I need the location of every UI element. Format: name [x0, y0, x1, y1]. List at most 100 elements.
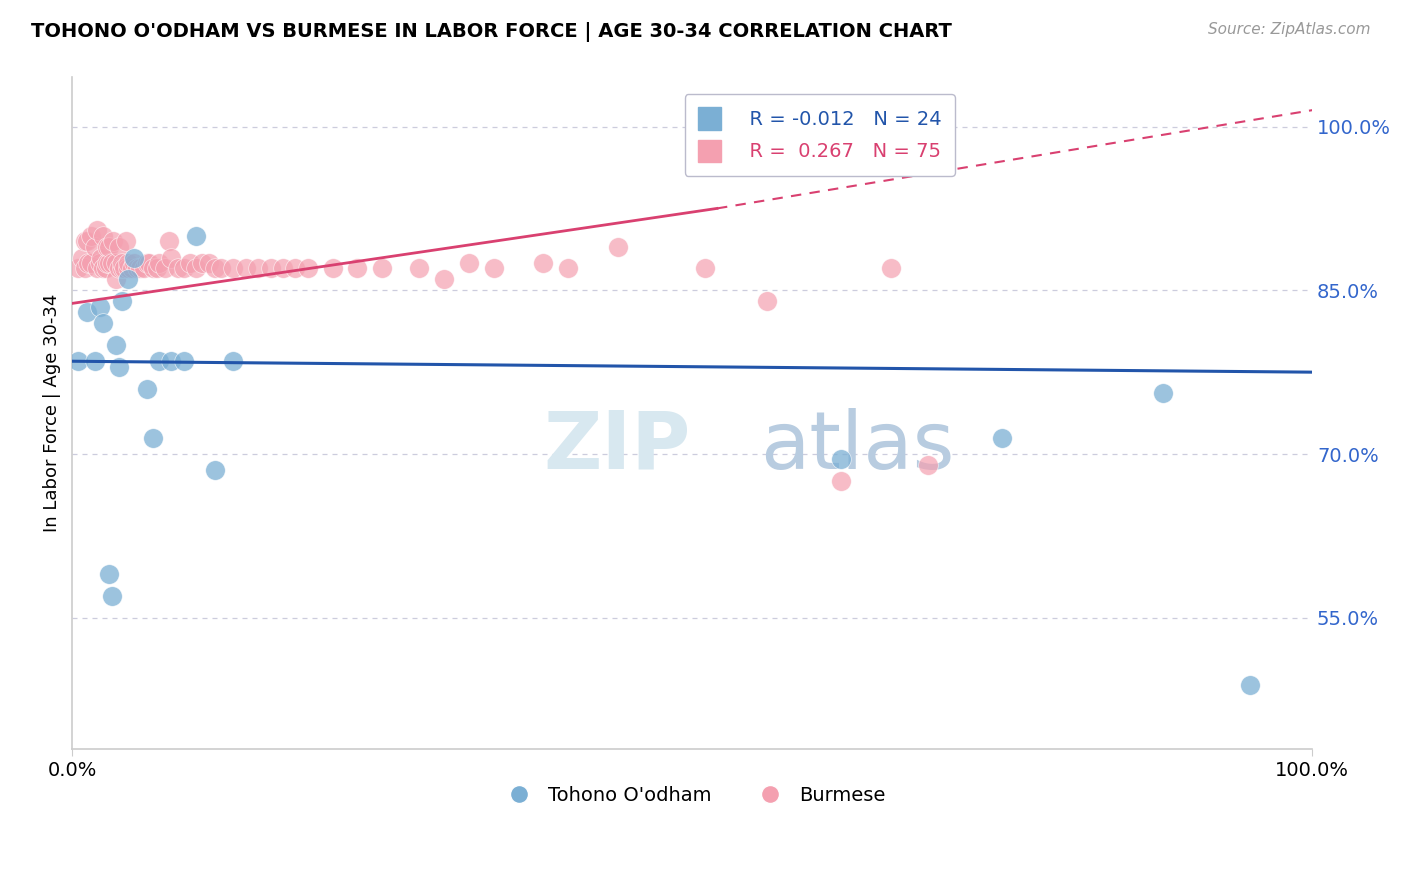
Point: [76, 305, 98, 319]
Point: [408, 261, 430, 276]
Point: [94, 261, 117, 276]
Point: [830, 475, 852, 489]
Point: [991, 431, 1014, 445]
Point: [693, 261, 716, 276]
Point: [108, 261, 131, 276]
Point: [80, 256, 103, 270]
Legend: Tohono O'odham, Burmese: Tohono O'odham, Burmese: [492, 779, 893, 813]
Point: [173, 354, 195, 368]
Point: [67, 354, 90, 368]
Point: [148, 256, 170, 270]
Point: [121, 261, 143, 276]
Point: [284, 261, 307, 276]
Point: [96, 239, 118, 253]
Point: [129, 261, 152, 276]
Point: [125, 261, 148, 276]
Point: [482, 261, 505, 276]
Point: [204, 261, 226, 276]
Point: [98, 239, 121, 253]
Point: [86, 223, 108, 237]
Point: [247, 261, 270, 276]
Point: [186, 228, 208, 243]
Point: [104, 338, 127, 352]
Point: [73, 234, 96, 248]
Point: [76, 234, 98, 248]
Point: [191, 256, 214, 270]
Point: [135, 256, 157, 270]
Point: [91, 228, 114, 243]
Point: [297, 261, 319, 276]
Point: [371, 261, 394, 276]
Point: [101, 589, 124, 603]
Point: [117, 261, 139, 276]
Point: [101, 234, 124, 248]
Point: [222, 354, 245, 368]
Point: [83, 239, 105, 253]
Point: [111, 256, 134, 270]
Point: [111, 294, 134, 309]
Point: [606, 239, 628, 253]
Point: [179, 256, 201, 270]
Point: [70, 251, 93, 265]
Point: [114, 234, 136, 248]
Point: [101, 256, 124, 270]
Point: [138, 256, 160, 270]
Point: [86, 261, 108, 276]
Point: [160, 251, 183, 265]
Point: [89, 300, 111, 314]
Point: [1152, 385, 1174, 400]
Point: [77, 256, 100, 270]
Point: [1239, 678, 1261, 692]
Point: [160, 354, 183, 368]
Point: [830, 452, 852, 467]
Point: [122, 256, 145, 270]
Point: [209, 261, 232, 276]
Point: [73, 261, 96, 276]
Text: atlas: atlas: [761, 408, 955, 485]
Point: [135, 382, 157, 396]
Point: [879, 261, 901, 276]
Point: [197, 256, 219, 270]
Point: [117, 256, 139, 270]
Point: [346, 261, 368, 276]
Point: [104, 272, 127, 286]
Point: [134, 261, 156, 276]
Point: [122, 251, 145, 265]
Point: [433, 272, 456, 286]
Point: [142, 261, 165, 276]
Point: [259, 261, 281, 276]
Point: [90, 251, 112, 265]
Text: ZIP: ZIP: [543, 408, 690, 485]
Point: [531, 256, 554, 270]
Point: [155, 261, 177, 276]
Text: Source: ZipAtlas.com: Source: ZipAtlas.com: [1208, 22, 1371, 37]
Point: [157, 234, 180, 248]
Point: [148, 354, 170, 368]
Point: [104, 256, 127, 270]
Point: [458, 256, 481, 270]
Point: [98, 256, 121, 270]
Point: [83, 354, 105, 368]
Point: [96, 256, 118, 270]
Point: [112, 261, 135, 276]
Point: [173, 261, 195, 276]
Point: [204, 463, 226, 477]
Point: [755, 294, 778, 309]
Point: [271, 261, 294, 276]
Point: [557, 261, 579, 276]
Point: [186, 261, 208, 276]
Point: [142, 431, 165, 445]
Point: [111, 261, 134, 276]
Point: [235, 261, 257, 276]
Point: [166, 261, 188, 276]
Point: [917, 458, 939, 472]
Point: [91, 316, 114, 330]
Point: [145, 261, 167, 276]
Point: [108, 239, 131, 253]
Point: [117, 272, 139, 286]
Point: [91, 261, 114, 276]
Point: [108, 359, 131, 374]
Point: [322, 261, 344, 276]
Point: [80, 228, 103, 243]
Text: TOHONO O'ODHAM VS BURMESE IN LABOR FORCE | AGE 30-34 CORRELATION CHART: TOHONO O'ODHAM VS BURMESE IN LABOR FORCE…: [31, 22, 952, 42]
